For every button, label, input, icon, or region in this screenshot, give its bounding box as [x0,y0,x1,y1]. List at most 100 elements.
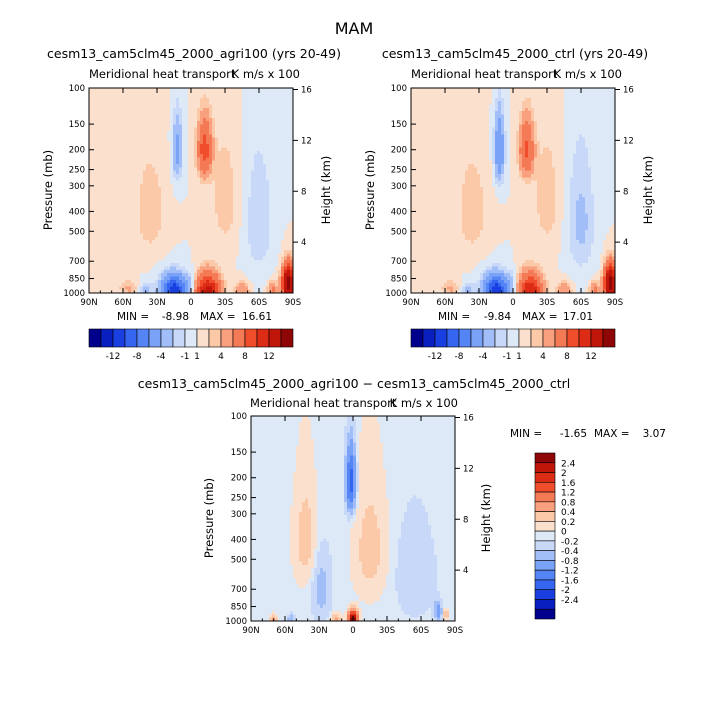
contour-cell [143,194,146,198]
contour-cell [525,101,528,105]
contour-cell [194,273,197,277]
contour-cell [215,253,218,257]
contour-cell [113,257,116,261]
contour-cell [588,105,591,109]
contour-cell [603,108,606,112]
contour-cell [164,134,167,138]
contour-cell [212,88,215,92]
contour-cell [110,148,113,152]
contour-cell [212,151,215,155]
contour-cell [101,224,104,228]
contour-cell [254,260,257,264]
contour-cell [224,144,227,148]
contour-cell [140,101,143,105]
contour-cell [221,207,224,211]
contour-cell [149,148,152,152]
contour-cell [266,233,269,237]
contour-cell [146,283,149,287]
contour-cell [116,214,119,218]
contour-cell [221,88,224,92]
contour-cell [173,151,176,155]
contour-cell [137,88,140,92]
contour-cell [233,98,236,102]
contour-cell [230,233,233,237]
contour-cell [104,138,107,142]
contour-cell [564,95,567,99]
contour-cell [438,95,441,99]
contour-cell [233,280,236,284]
contour-cell [480,95,483,99]
contour-cell [197,263,200,267]
contour-cell [275,210,278,214]
contour-cell [272,157,275,161]
contour-cell [281,128,284,132]
contour-cell [191,267,194,271]
contour-cell [155,144,158,148]
contour-cell [155,148,158,152]
contour-cell [248,283,251,287]
contour-cell [200,148,203,152]
contour-cell [564,108,567,112]
contour-cell [230,267,233,271]
contour-cell [104,184,107,188]
contour-cell [254,98,257,102]
contour-cell [221,111,224,115]
contour-cell [110,174,113,178]
contour-cell [486,118,489,122]
contour-cell [128,200,131,204]
contour-cell [167,157,170,161]
contour-cell [134,184,137,188]
contour-cell [281,124,284,128]
contour-cell [107,227,110,231]
contour-cell [287,233,290,237]
contour-cell [179,240,182,244]
contour-cell [137,230,140,234]
contour-cell [95,250,98,254]
contour-cell [98,131,101,135]
contour-cell [125,243,128,247]
contour-cell [221,283,224,287]
contour-cell [146,167,149,171]
contour-cell [236,200,239,204]
contour-cell [194,263,197,267]
colorbar-box [209,329,221,347]
contour-cell [233,171,236,175]
contour-cell [116,257,119,261]
contour-cell [209,91,212,95]
contour-cell [167,148,170,152]
contour-cell [278,138,281,142]
contour-cell [242,247,245,251]
contour-cell [137,253,140,257]
contour-cell [260,98,263,102]
contour-cell [152,181,155,185]
contour-cell [263,230,266,234]
contour-cell [101,250,104,254]
contour-cell [101,134,104,138]
contour-cell [272,151,275,155]
contour-cell [221,138,224,142]
contour-cell [98,124,101,128]
contour-cell [555,91,558,95]
contour-cell [107,187,110,191]
contour-cell [92,101,95,105]
contour-cell [287,184,290,188]
contour-cell [122,184,125,188]
contour-cell [245,283,248,287]
contour-cell [170,91,173,95]
contour-cell [275,131,278,135]
contour-cell [266,280,269,284]
contour-cell [158,148,161,152]
contour-cell [239,154,242,158]
contour-cell [185,148,188,152]
contour-cell [197,101,200,105]
contour-cell [248,267,251,271]
colorbar-box [197,329,209,347]
contour-cell [260,267,263,271]
contour-cell [155,194,158,198]
contour-cell [266,243,269,247]
contour-cell [287,128,290,132]
contour-cell [260,273,263,277]
contour-cell [197,194,200,198]
contour-cell [209,151,212,155]
contour-cell [492,105,495,109]
